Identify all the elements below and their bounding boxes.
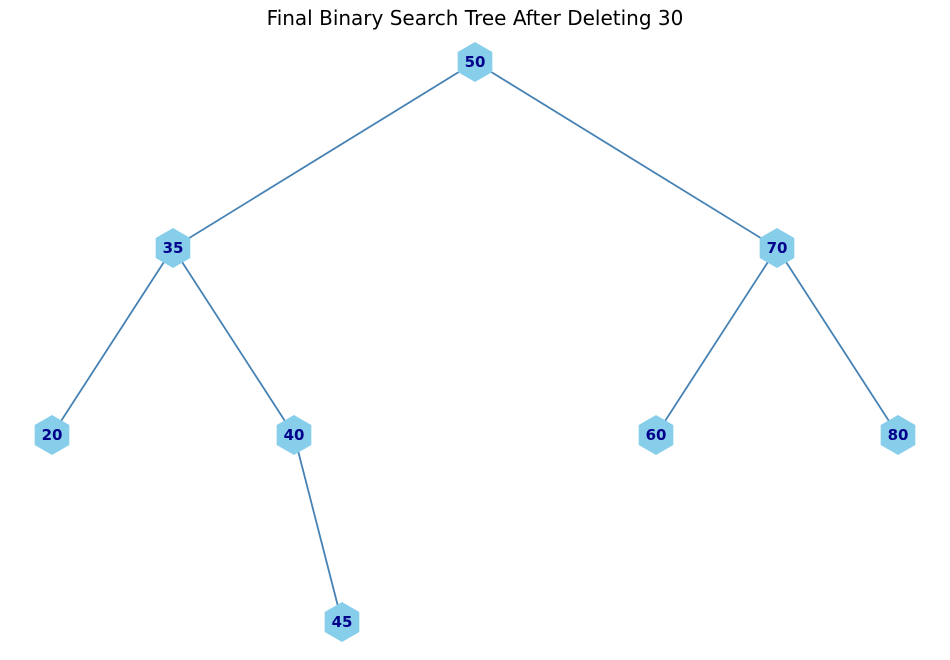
node-hexagon — [324, 602, 360, 642]
tree-edge — [172, 61, 476, 249]
tree-node-50: 50 — [457, 42, 493, 82]
tree-node-80: 80 — [880, 415, 916, 455]
tree-node-35: 35 — [155, 228, 191, 268]
node-label: 20 — [42, 426, 63, 444]
node-label: 45 — [332, 613, 353, 631]
tree-edge — [776, 247, 899, 436]
tree-edge — [655, 247, 778, 436]
edges-layer — [51, 61, 899, 623]
tree-edge — [293, 434, 343, 623]
node-label: 60 — [646, 426, 667, 444]
tree-node-45: 45 — [324, 602, 360, 642]
node-hexagon — [638, 415, 674, 455]
node-hexagon — [457, 42, 493, 82]
node-label: 40 — [284, 426, 305, 444]
diagram-title: Final Binary Search Tree After Deleting … — [266, 6, 684, 30]
tree-edge — [172, 247, 295, 436]
node-hexagon — [276, 415, 312, 455]
node-label: 50 — [465, 53, 486, 71]
node-label: 80 — [888, 426, 909, 444]
tree-edge — [474, 61, 778, 249]
tree-node-40: 40 — [276, 415, 312, 455]
nodes-layer: 50 35 70 20 40 60 80 45 — [34, 42, 916, 642]
tree-node-60: 60 — [638, 415, 674, 455]
node-hexagon — [155, 228, 191, 268]
tree-node-70: 70 — [759, 228, 795, 268]
node-hexagon — [759, 228, 795, 268]
node-label: 35 — [163, 239, 184, 257]
node-label: 70 — [767, 239, 788, 257]
tree-node-20: 20 — [34, 415, 70, 455]
node-hexagon — [880, 415, 916, 455]
node-hexagon — [34, 415, 70, 455]
tree-edge — [51, 247, 174, 436]
